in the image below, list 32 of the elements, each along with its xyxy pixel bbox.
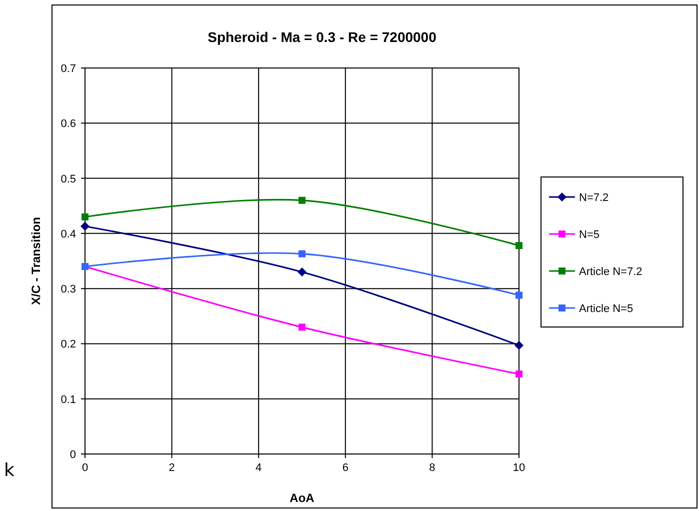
y-tick-label: 0.2 <box>60 338 76 351</box>
x-tick-label: 8 <box>429 462 436 474</box>
point <box>516 370 522 378</box>
y-tick-label: 0.4 <box>60 228 76 240</box>
y-tick-label: 0 <box>70 449 76 461</box>
legend-label: N=7.2 <box>579 192 609 204</box>
point <box>298 196 306 204</box>
legend-label: N=5 <box>579 229 600 241</box>
y-tick-label: 0.5 <box>60 173 76 186</box>
chart-title: Spheroid - Ma = 0.3 - Re = 7200000 <box>208 29 437 45</box>
point <box>82 213 88 220</box>
x-tick-label: 10 <box>512 462 526 474</box>
y-tick-label: 0.7 <box>60 63 76 75</box>
point <box>516 242 522 250</box>
point <box>298 268 306 277</box>
point <box>80 222 90 231</box>
x-tick-label: 6 <box>342 462 348 474</box>
point <box>298 324 306 331</box>
legend-label: Article N=7.2 <box>579 266 642 278</box>
point <box>516 292 522 299</box>
text: k <box>4 460 15 481</box>
y-tick-label: 0.1 <box>60 394 76 406</box>
x-tick-label: 0 <box>82 462 88 474</box>
x-tick-label: 2 <box>168 462 175 474</box>
x-tick-label: 4 <box>256 462 262 474</box>
x-axis-title: AoA <box>290 491 315 505</box>
legend-label: Article N=5 <box>579 303 634 315</box>
y-tick-label: 0.6 <box>60 118 76 130</box>
y-tick-label: 0.3 <box>60 284 76 296</box>
point <box>298 250 306 258</box>
point <box>514 340 524 350</box>
y-axis-title: X/C - Transition <box>29 216 43 306</box>
